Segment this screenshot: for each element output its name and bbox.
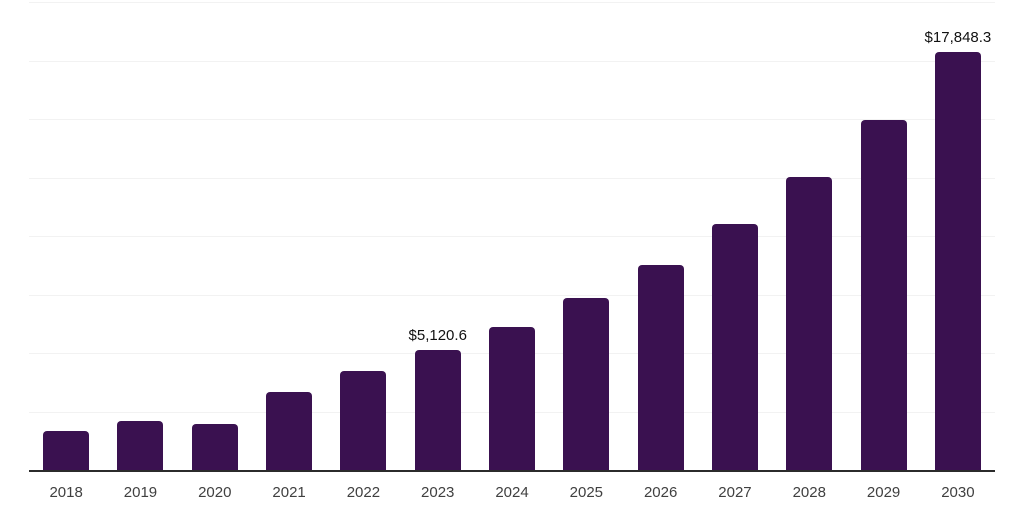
gridline	[29, 294, 995, 296]
x-tick-2025: 2025	[569, 484, 604, 501]
x-tick-2029: 2029	[866, 484, 901, 501]
bar-column-2021	[252, 2, 326, 470]
x-axis-line	[29, 470, 995, 472]
bar-2023	[414, 350, 461, 470]
bar-column-2028	[772, 2, 846, 470]
bar-2029	[860, 120, 907, 470]
x-tick-2020: 2020	[198, 484, 232, 501]
x-tick-2021: 2021	[272, 484, 306, 501]
bar-column-2027	[698, 2, 772, 470]
bar-2024	[489, 326, 536, 470]
bar-2028	[786, 176, 833, 470]
bar-column-2024	[475, 2, 549, 470]
x-tick-2022: 2022	[346, 484, 381, 501]
bar-2030	[934, 52, 981, 470]
x-tick-2023: 2023	[421, 484, 455, 501]
bar-column-2022	[326, 2, 400, 470]
x-tick-2024: 2024	[495, 484, 529, 501]
x-tick-2030: 2030	[941, 484, 975, 501]
gridline	[29, 119, 995, 120]
bar-2018	[43, 430, 90, 470]
data-label-2030: $17,848.3	[924, 29, 992, 47]
gridline	[29, 236, 995, 237]
bar-2027	[711, 224, 758, 470]
plot-area: $5,120.6 $17,848.3	[29, 2, 995, 472]
bar-column-2026	[624, 2, 698, 470]
x-tick-2026: 2026	[643, 484, 678, 501]
gridline	[29, 177, 995, 179]
bar-2022	[340, 370, 387, 470]
x-tick-2018: 2018	[49, 484, 83, 501]
bar-column-2018	[29, 2, 103, 470]
gridline	[29, 2, 995, 3]
x-tick-2019: 2019	[123, 484, 158, 501]
x-tick-2028: 2028	[792, 484, 826, 501]
bar-2019	[117, 421, 164, 470]
bar-2020	[191, 423, 238, 470]
bar-2021	[266, 391, 313, 470]
bar-2026	[637, 264, 684, 470]
bar-column-2020	[178, 2, 252, 470]
bar-column-2025	[549, 2, 623, 470]
data-label-2023: $5,120.6	[408, 327, 467, 345]
bar-column-2029	[846, 2, 920, 470]
bar-2025	[563, 298, 610, 470]
bar-columns: $5,120.6 $17,848.3	[29, 2, 995, 470]
bar-column-2030: $17,848.3	[921, 2, 995, 470]
x-tick-2027: 2027	[718, 484, 752, 501]
x-axis-ticks: 2018 2019 2020 2021 2022 2023 2024 2025 2026 2027…	[29, 472, 995, 500]
bar-column-2019	[103, 2, 177, 470]
gridline	[29, 60, 995, 62]
bar-column-2023: $5,120.6	[401, 2, 475, 470]
